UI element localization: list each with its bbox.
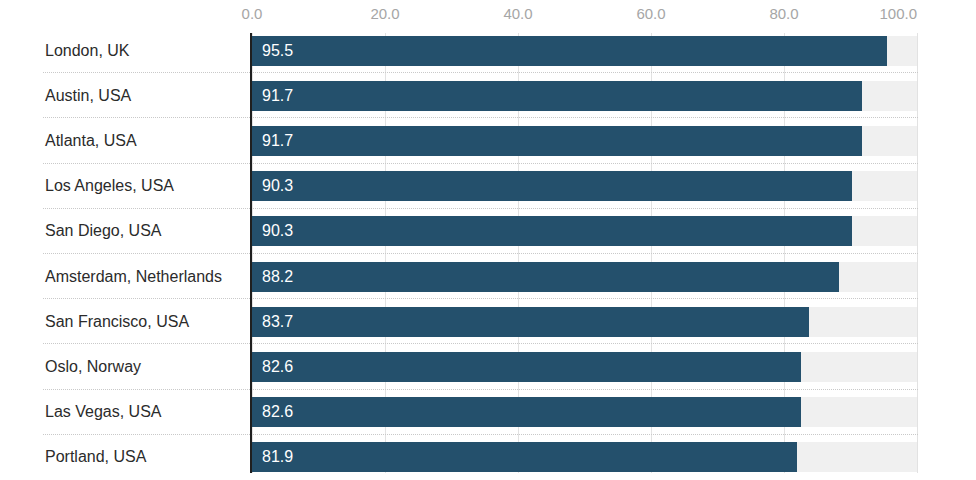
chart-row: Los Angeles, USA 90.3 bbox=[0, 164, 976, 209]
category-label: San Diego, USA bbox=[45, 222, 162, 240]
row-separator bbox=[43, 434, 918, 435]
bar-value-label: 82.6 bbox=[262, 352, 293, 382]
chart-row: Austin, USA 91.7 bbox=[0, 73, 976, 118]
category-label: Los Angeles, USA bbox=[45, 177, 174, 195]
chart-row: Oslo, Norway 82.6 bbox=[0, 344, 976, 389]
bar: 90.3 bbox=[252, 216, 852, 246]
x-tick-label: 20.0 bbox=[370, 5, 399, 23]
bar: 91.7 bbox=[252, 126, 862, 156]
bar: 88.2 bbox=[252, 262, 839, 292]
row-separator bbox=[43, 253, 918, 254]
category-label: Las Vegas, USA bbox=[45, 403, 162, 421]
row-separator bbox=[43, 343, 918, 344]
bar-value-label: 82.6 bbox=[262, 397, 293, 427]
row-separator bbox=[43, 298, 918, 299]
category-label: San Francisco, USA bbox=[45, 313, 189, 331]
chart-rows: London, UK95.5Austin, USA91.7Atlanta, US… bbox=[0, 28, 976, 480]
zero-axis-line bbox=[250, 33, 252, 473]
x-axis: 0.0 20.0 40.0 60.0 80.0 100.0 bbox=[0, 0, 976, 28]
chart-row: San Diego, USA 90.3 bbox=[0, 209, 976, 254]
bar: 90.3 bbox=[252, 171, 852, 201]
category-label: Amsterdam, Netherlands bbox=[45, 268, 222, 286]
x-tick-label: 60.0 bbox=[636, 5, 665, 23]
x-tick-label: 100.0 bbox=[879, 5, 917, 23]
chart-row: San Francisco, USA 83.7 bbox=[0, 299, 976, 344]
bar-value-label: 88.2 bbox=[262, 262, 293, 292]
bar-value-label: 83.7 bbox=[262, 307, 293, 337]
chart-row: Las Vegas, USA 82.6 bbox=[0, 390, 976, 435]
category-label: Portland, USA bbox=[45, 448, 146, 466]
chart-row: London, UK 95.5 bbox=[0, 28, 976, 73]
category-label: Austin, USA bbox=[45, 87, 131, 105]
bar-value-label: 95.5 bbox=[262, 36, 293, 66]
row-separator bbox=[43, 163, 918, 164]
x-tick-label: 80.0 bbox=[769, 5, 798, 23]
bar: 95.5 bbox=[252, 36, 887, 66]
category-label: Atlanta, USA bbox=[45, 132, 137, 150]
chart-row: Atlanta, USA 91.7 bbox=[0, 118, 976, 163]
bar-chart: 0.0 20.0 40.0 60.0 80.0 100.0 London, UK 95.5 A… bbox=[0, 0, 976, 480]
row-separator bbox=[43, 117, 918, 118]
bar: 81.9 bbox=[252, 442, 797, 472]
bar-value-label: 90.3 bbox=[262, 171, 293, 201]
chart-row: Portland, USA 81.9 bbox=[0, 435, 976, 480]
bar-value-label: 90.3 bbox=[262, 216, 293, 246]
bar: 82.6 bbox=[252, 352, 801, 382]
category-label: Oslo, Norway bbox=[45, 358, 141, 376]
row-separator bbox=[43, 72, 918, 73]
bar-value-label: 91.7 bbox=[262, 126, 293, 156]
x-tick-label: 0.0 bbox=[242, 5, 263, 23]
bar: 83.7 bbox=[252, 307, 809, 337]
bar-value-label: 91.7 bbox=[262, 81, 293, 111]
row-separator bbox=[43, 208, 918, 209]
row-separator bbox=[43, 389, 918, 390]
bar: 91.7 bbox=[252, 81, 862, 111]
bar: 82.6 bbox=[252, 397, 801, 427]
plot-area: London, UK95.5Austin, USA91.7Atlanta, US… bbox=[0, 28, 976, 480]
category-label: London, UK bbox=[45, 42, 130, 60]
x-tick-label: 40.0 bbox=[503, 5, 532, 23]
chart-row: Amsterdam, Netherlands 88.2 bbox=[0, 254, 976, 299]
bar-value-label: 81.9 bbox=[262, 442, 293, 472]
